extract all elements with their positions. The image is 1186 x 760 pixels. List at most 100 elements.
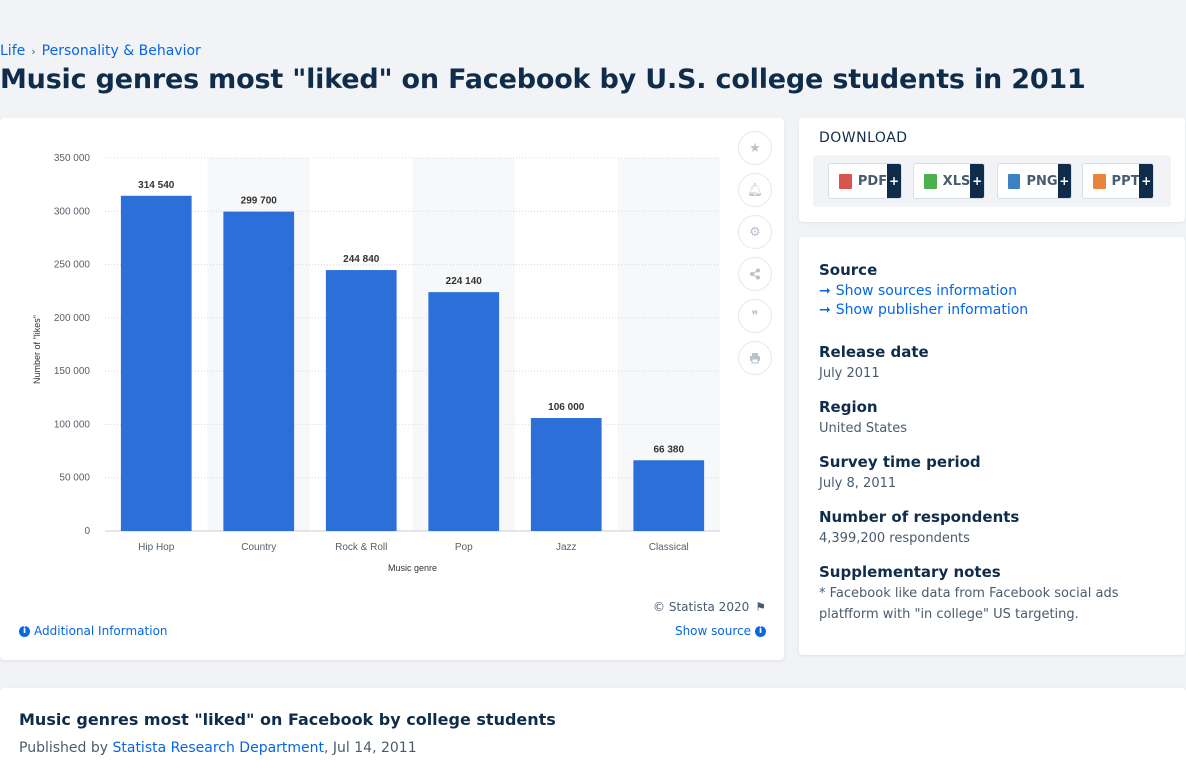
- bar: [223, 211, 295, 531]
- notes-section: Supplementary notes * Facebook like data…: [819, 563, 1159, 625]
- bar: [633, 460, 705, 531]
- print-icon[interactable]: [738, 341, 772, 375]
- release-date-section: Release date July 2011: [819, 343, 929, 381]
- y-tick-label: 250 000: [54, 260, 91, 271]
- quote-icon[interactable]: ❞: [738, 299, 772, 333]
- survey-heading: Survey time period: [819, 453, 981, 471]
- ppt-file-icon: [1093, 173, 1106, 189]
- statistic-details-card: Source ➞ Show sources information ➞ Show…: [799, 237, 1185, 655]
- release-value: July 2011: [819, 366, 880, 381]
- show-sources-label: Show sources information: [835, 283, 1017, 299]
- survey-value: July 8, 2011: [819, 476, 897, 491]
- copyright-text: © Statista 2020: [653, 600, 750, 614]
- release-heading: Release date: [819, 343, 929, 361]
- breadcrumb-personality[interactable]: Personality & Behavior: [41, 43, 201, 59]
- additional-info-label: Additional Information: [34, 624, 168, 638]
- respondents-value: 4,399,200 respondents: [819, 531, 970, 546]
- x-tick-label: Jazz: [556, 542, 577, 553]
- published-date: , Jul 14, 2011: [324, 740, 417, 756]
- breadcrumb-life[interactable]: Life: [0, 43, 26, 59]
- show-source-label: Show source: [674, 624, 751, 638]
- bar: [120, 195, 192, 531]
- gear-icon[interactable]: ⚙: [738, 215, 772, 249]
- y-tick-label: 100 000: [54, 419, 91, 430]
- x-tick-label: Rock & Roll: [335, 542, 387, 553]
- published-by: Published by Statista Research Departmen…: [19, 740, 417, 756]
- share-icon[interactable]: [738, 257, 772, 291]
- top-bar: [0, 0, 1186, 36]
- respondents-heading: Number of respondents: [819, 508, 1020, 526]
- copyright: © Statista 2020 ⚑: [653, 600, 766, 614]
- bell-icon[interactable]: 🔔︎: [738, 173, 772, 207]
- show-source-link[interactable]: Show source i: [675, 624, 766, 638]
- download-png-button[interactable]: PNG +: [997, 163, 1072, 199]
- region-section: Region United States: [819, 398, 907, 436]
- y-tick-label: 300 000: [54, 206, 91, 217]
- x-tick-label: Hip Hop: [138, 542, 175, 553]
- png-file-icon: [1008, 173, 1021, 189]
- chevron-right-icon: ›: [31, 44, 36, 58]
- source-section: Source ➞ Show sources information ➞ Show…: [819, 261, 1028, 318]
- bar: [428, 292, 500, 531]
- pdf-file-icon: [839, 173, 852, 189]
- published-prefix: Published by: [19, 740, 109, 756]
- data-label: 299 700: [241, 196, 278, 207]
- breadcrumb: Life › Personality & Behavior: [0, 43, 201, 59]
- page-title: Music genres most "liked" on Facebook by…: [0, 64, 1086, 95]
- arrow-right-icon: ➞: [819, 283, 831, 299]
- download-buttons: PDF + XLS + PNG + PPT +: [813, 155, 1171, 207]
- plus-icon: +: [970, 164, 984, 198]
- download-title: DOWNLOAD: [819, 130, 908, 146]
- y-tick-label: 350 000: [54, 153, 91, 164]
- region-heading: Region: [819, 398, 878, 416]
- x-tick-label: Country: [241, 542, 276, 553]
- bar-chart: 0 50 000 100 000 150 000 200 000 250 000 300 0…: [32, 153, 720, 573]
- additional-info-link[interactable]: i Additional Information: [19, 624, 168, 638]
- notes-value: * Facebook like data from Facebook socia…: [819, 586, 1119, 622]
- info-icon: i: [755, 625, 766, 637]
- source-heading: Source: [819, 261, 878, 279]
- notes-heading: Supplementary notes: [819, 563, 1001, 581]
- data-label: 244 840: [343, 254, 380, 265]
- survey-period-section: Survey time period July 8, 2011: [819, 453, 981, 491]
- y-tick-label: 150 000: [54, 366, 91, 377]
- y-tick-label: 200 000: [54, 313, 91, 324]
- data-label: 66 380: [653, 444, 684, 455]
- y-tick-label: 50 000: [59, 473, 90, 484]
- arrow-right-icon: ➞: [819, 302, 831, 318]
- xls-file-icon: [924, 173, 937, 189]
- publisher-link[interactable]: Statista Research Department: [112, 740, 325, 756]
- ppt-label: PPT: [1111, 173, 1140, 189]
- download-xls-button[interactable]: XLS +: [913, 163, 985, 199]
- y-tick-label: 0: [84, 526, 90, 537]
- plus-icon: +: [887, 164, 901, 198]
- flag-icon[interactable]: ⚑: [755, 600, 766, 614]
- description-card: Music genres most "liked" on Facebook by…: [0, 688, 1186, 760]
- respondents-section: Number of respondents 4,399,200 responde…: [819, 508, 1019, 546]
- download-ppt-button[interactable]: PPT +: [1082, 163, 1154, 199]
- xls-label: XLS: [942, 173, 971, 189]
- chart-toolbar: ★ 🔔︎ ⚙ ❞: [738, 131, 772, 375]
- show-publisher-link[interactable]: ➞ Show publisher information: [819, 302, 1028, 318]
- download-card: DOWNLOAD PDF + XLS + PNG + PPT +: [799, 118, 1185, 222]
- data-label: 224 140: [446, 276, 483, 287]
- show-sources-link[interactable]: ➞ Show sources information: [819, 283, 1028, 299]
- bar: [530, 418, 602, 531]
- plus-icon: +: [1139, 164, 1153, 198]
- region-value: United States: [819, 421, 908, 436]
- chart-card: 0 50 000 100 000 150 000 200 000 250 000 300 0…: [0, 118, 784, 660]
- y-axis-title: Number of "likes": [32, 315, 42, 384]
- pdf-label: PDF: [857, 173, 888, 189]
- png-label: PNG: [1026, 173, 1058, 189]
- data-label: 314 540: [138, 180, 175, 191]
- info-icon: i: [19, 625, 30, 637]
- x-tick-label: Pop: [455, 542, 473, 553]
- download-pdf-button[interactable]: PDF +: [828, 163, 902, 199]
- plus-icon: +: [1057, 164, 1071, 198]
- star-icon[interactable]: ★: [738, 131, 772, 165]
- x-tick-label: Classical: [649, 542, 689, 553]
- data-label: 106 000: [548, 402, 585, 413]
- description-title: Music genres most "liked" on Facebook by…: [19, 710, 556, 729]
- show-publisher-label: Show publisher information: [835, 302, 1029, 318]
- bar: [325, 270, 397, 531]
